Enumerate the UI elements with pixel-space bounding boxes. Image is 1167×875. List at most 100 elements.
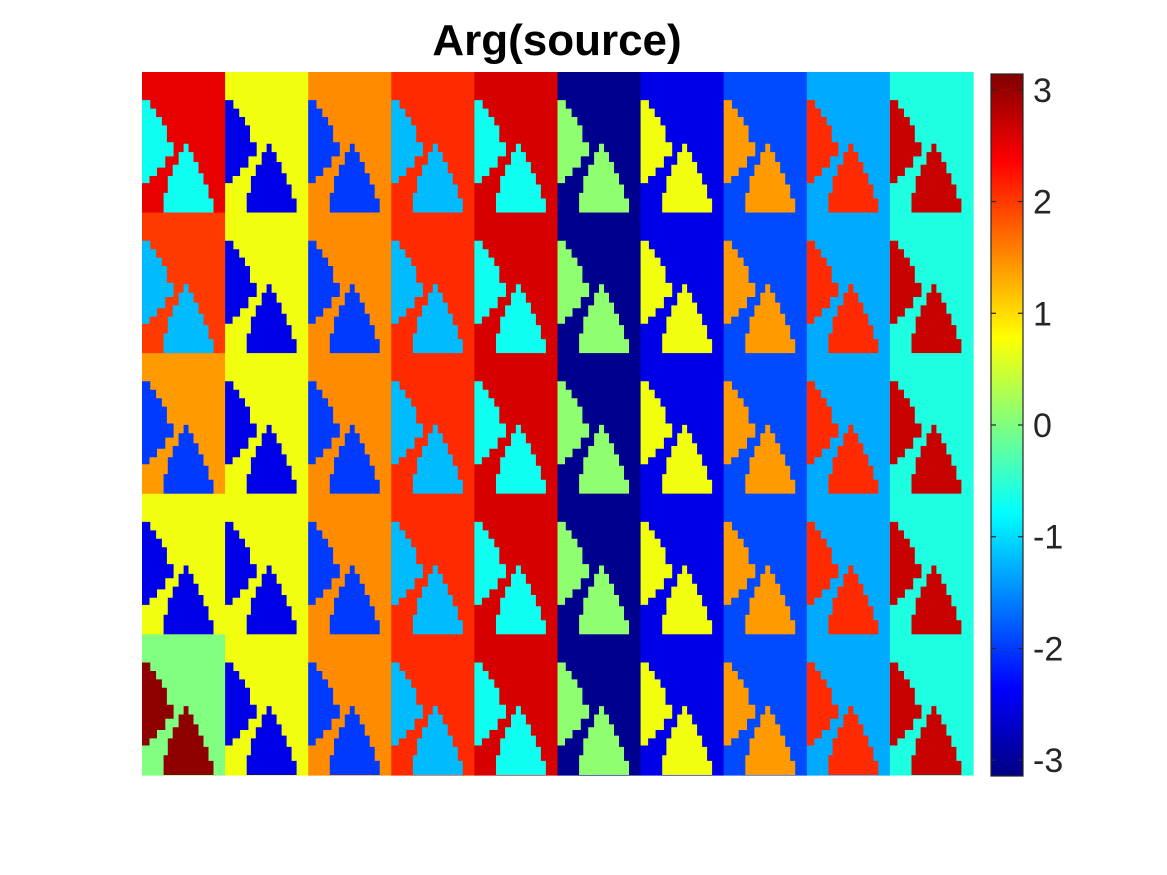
tile-dome xyxy=(246,424,297,494)
tile-wedge xyxy=(557,662,590,746)
heatmap-tile xyxy=(557,72,642,214)
tile-dome xyxy=(496,143,546,213)
heatmap-tile xyxy=(474,634,559,776)
tile-dome xyxy=(662,284,713,354)
heatmap-tile xyxy=(557,353,642,495)
tile-dome xyxy=(496,706,546,775)
heatmap-tile xyxy=(723,212,808,354)
tile-dome xyxy=(163,143,214,213)
tile-dome xyxy=(412,284,463,354)
heatmap-tile xyxy=(225,493,309,635)
colorbar-ticks: 3 2 1 0 -1 -2 -3 xyxy=(991,72,1063,780)
heatmap-tile xyxy=(142,212,226,354)
heatmap-tile xyxy=(640,72,725,214)
tile-dome xyxy=(911,143,962,213)
tile-wedge xyxy=(723,662,756,746)
tile-wedge xyxy=(225,521,257,605)
tile-wedge xyxy=(308,662,340,746)
heatmap-tile xyxy=(723,72,808,214)
tile-wedge xyxy=(640,381,673,465)
tile-wedge xyxy=(723,381,756,465)
heatmap-tile xyxy=(391,72,475,214)
tile-dome xyxy=(246,284,297,354)
tile-wedge xyxy=(391,381,423,465)
tile-wedge xyxy=(474,521,506,605)
tile-dome xyxy=(828,143,879,213)
tile-dome xyxy=(579,565,629,635)
heatmap-tile xyxy=(474,72,559,214)
tile-dome xyxy=(412,424,463,494)
tile-wedge xyxy=(474,100,506,184)
tile-wedge xyxy=(142,100,174,184)
heatmap-tile xyxy=(889,634,974,776)
heatmap-tile xyxy=(723,353,808,495)
tile-dome xyxy=(579,424,629,494)
tile-dome xyxy=(329,706,380,775)
heatmap-tile xyxy=(391,634,475,776)
tile-wedge xyxy=(308,100,340,184)
tile-dome xyxy=(745,565,796,635)
heatmap-tile xyxy=(474,493,559,635)
heatmap-tile xyxy=(142,72,226,214)
tile-dome xyxy=(246,706,297,775)
tile-wedge xyxy=(308,381,340,465)
heatmap-tile xyxy=(806,353,891,495)
heatmap-tile xyxy=(474,212,559,354)
heatmap-tile xyxy=(225,634,309,776)
heatmap-tile xyxy=(391,212,475,354)
heatmap-tile xyxy=(391,353,475,495)
heatmap-tile xyxy=(308,212,392,354)
heatmap-tile xyxy=(889,212,974,354)
tile-wedge xyxy=(889,381,922,465)
tile-wedge xyxy=(225,662,257,746)
tile-wedge xyxy=(889,240,922,324)
tile-dome xyxy=(911,565,962,635)
tile-dome xyxy=(911,284,962,354)
colorbar-tick-label: 2 xyxy=(1033,184,1052,222)
tile-dome xyxy=(828,706,879,775)
tile-dome xyxy=(662,706,713,775)
tile-wedge xyxy=(889,100,922,184)
heatmap-tile xyxy=(640,212,725,354)
tile-wedge xyxy=(391,240,423,324)
heatmap-tile xyxy=(889,353,974,495)
tile-wedge xyxy=(474,381,506,465)
tile-wedge xyxy=(308,240,340,324)
heatmap-tile xyxy=(557,493,642,635)
heatmap-tile xyxy=(474,353,559,495)
heatmap-tile xyxy=(889,493,974,635)
tile-dome xyxy=(496,565,546,635)
tile-wedge xyxy=(225,240,257,324)
colorbar[interactable]: 3 2 1 0 -1 -2 -3 xyxy=(990,72,1063,780)
tile-dome xyxy=(662,565,713,635)
tile-wedge xyxy=(640,662,673,746)
heatmap-image xyxy=(142,72,974,776)
tile-dome xyxy=(745,143,796,213)
tile-dome xyxy=(911,706,962,775)
heatmap-tile xyxy=(806,493,891,635)
heatmap-tile xyxy=(142,353,226,495)
heatmap-tile xyxy=(308,72,392,214)
tile-wedge xyxy=(391,100,423,184)
tile-wedge xyxy=(723,100,756,184)
heatmap-tile xyxy=(806,72,891,214)
tile-wedge xyxy=(142,240,174,324)
tile-dome xyxy=(329,565,380,635)
tile-wedge xyxy=(142,381,174,465)
tile-wedge xyxy=(640,521,673,605)
tile-dome xyxy=(579,706,629,775)
tile-dome xyxy=(412,143,463,213)
tile-wedge xyxy=(391,662,423,746)
chart-title: Arg(source) xyxy=(432,16,681,65)
tile-dome xyxy=(246,565,297,635)
heatmap-tile xyxy=(308,353,392,495)
tile-wedge xyxy=(557,521,590,605)
tile-dome xyxy=(579,143,629,213)
tile-dome xyxy=(412,706,463,775)
colorbar-tick-label: -3 xyxy=(1033,742,1063,780)
tile-wedge xyxy=(391,521,423,605)
tile-dome xyxy=(745,424,796,494)
heatmap-tile xyxy=(640,493,725,635)
heatmap-tile xyxy=(225,212,309,354)
colorbar-gradient xyxy=(991,74,1023,776)
